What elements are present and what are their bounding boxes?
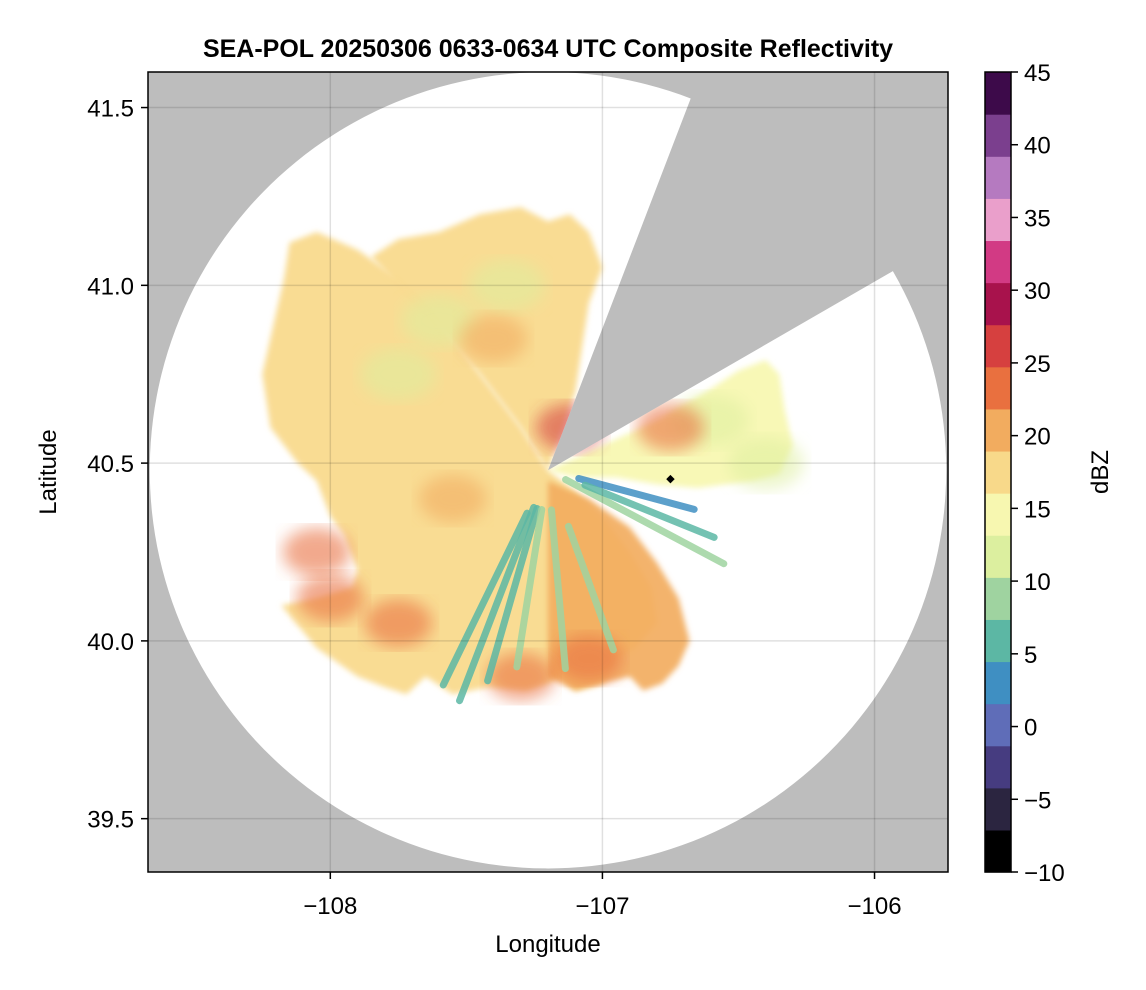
colorbar-segment <box>985 366 1011 410</box>
colorbar-tick-label: 5 <box>1024 642 1037 669</box>
low-reflectivity-ray-5 <box>564 522 617 654</box>
y-tick-label: 40.5 <box>87 451 134 478</box>
colorbar-segment <box>985 198 1011 242</box>
site-marker <box>666 474 675 484</box>
green-patch-0 <box>401 294 478 347</box>
x-tick-label: −107 <box>575 893 629 920</box>
low-reflectivity-ray-6 <box>562 476 728 568</box>
low-reflectivity-ray-7 <box>575 474 698 513</box>
colorbar-segment <box>985 745 1011 789</box>
x-tick-label: −106 <box>847 893 901 920</box>
low-reflectivity-ray-0 <box>439 509 531 689</box>
colorbar-segment <box>985 282 1011 326</box>
plot-area <box>148 72 948 872</box>
colorbar-tick-label: 15 <box>1024 496 1051 523</box>
colorbar-segment <box>985 450 1011 494</box>
colorbar-tick-label: −5 <box>1024 787 1051 814</box>
hotspot-6 <box>636 403 705 452</box>
colorbar-frame <box>984 71 1012 873</box>
colorbar-segment <box>985 114 1011 157</box>
chart-title: SEA-POL 20250306 0633-0634 UTC Composite… <box>203 35 893 63</box>
colorbar-tick-label: 0 <box>1024 715 1037 742</box>
hotspot-5 <box>418 474 487 523</box>
y-axis-label: Latitude <box>35 429 62 514</box>
hotspot-0 <box>296 574 365 623</box>
colorbar-tick-label: 35 <box>1024 205 1051 232</box>
y-tick-label: 41.5 <box>87 96 134 123</box>
y-tick-label: 39.5 <box>87 807 134 834</box>
hotspot-1 <box>364 599 433 648</box>
green-patch-1 <box>469 259 546 312</box>
colorbar-segment <box>985 577 1011 620</box>
colorbar-segment <box>985 408 1011 452</box>
colorbar-segment <box>985 324 1011 368</box>
colorbar-tick-label: 10 <box>1024 569 1051 596</box>
hotspot-3 <box>459 314 528 363</box>
low-reflectivity-ray-4 <box>547 506 569 673</box>
low-reflectivity-ray-3 <box>513 506 546 671</box>
colorbar-tick-label: 20 <box>1024 424 1051 451</box>
grid-lines <box>148 72 948 872</box>
colorbar-tick-label: 40 <box>1024 133 1051 160</box>
colorbar-segment <box>985 72 1011 115</box>
y-tick-label: 40.0 <box>87 629 134 656</box>
colorbar-label: dBZ <box>1087 450 1114 494</box>
low-reflectivity-ray-8 <box>581 481 718 541</box>
plot-frame <box>147 71 949 873</box>
y-tick-label: 41.0 <box>87 273 134 300</box>
colorbar-segment <box>985 493 1011 536</box>
colorbar-segment <box>985 829 1011 873</box>
low-reflectivity-ray-1 <box>456 503 538 705</box>
colorbar-segment <box>985 619 1011 663</box>
colorbar-segment <box>985 240 1011 284</box>
colorbar-tick-label: 25 <box>1024 351 1051 378</box>
colorbar-tick-label: 45 <box>1024 60 1051 87</box>
colorbar-segment <box>985 787 1011 831</box>
hotspot-7 <box>282 528 351 576</box>
x-axis-label: Longitude <box>495 931 600 958</box>
green-patch-2 <box>360 348 437 401</box>
x-tick-label: −108 <box>303 893 357 920</box>
green-patch-4 <box>727 437 804 490</box>
x-axis: −108 −107 −106 <box>303 872 902 920</box>
colorbar-segment <box>985 156 1011 199</box>
colorbar-tick-label: 30 <box>1024 278 1051 305</box>
colorbar-tick-label: −10 <box>1024 860 1065 887</box>
y-axis: 39.5 40.0 40.5 41.0 41.5 <box>87 96 148 834</box>
colorbar-segment <box>985 703 1011 747</box>
colorbar-segment <box>985 535 1011 578</box>
low-reflectivity-ray-2 <box>484 505 541 685</box>
colorbar-segment <box>985 661 1011 705</box>
hotspot-4 <box>554 634 623 683</box>
colorbar: −10 −5 0 5 10 15 20 25 30 35 40 45 <box>984 60 1065 887</box>
hotspot-8 <box>486 652 555 701</box>
